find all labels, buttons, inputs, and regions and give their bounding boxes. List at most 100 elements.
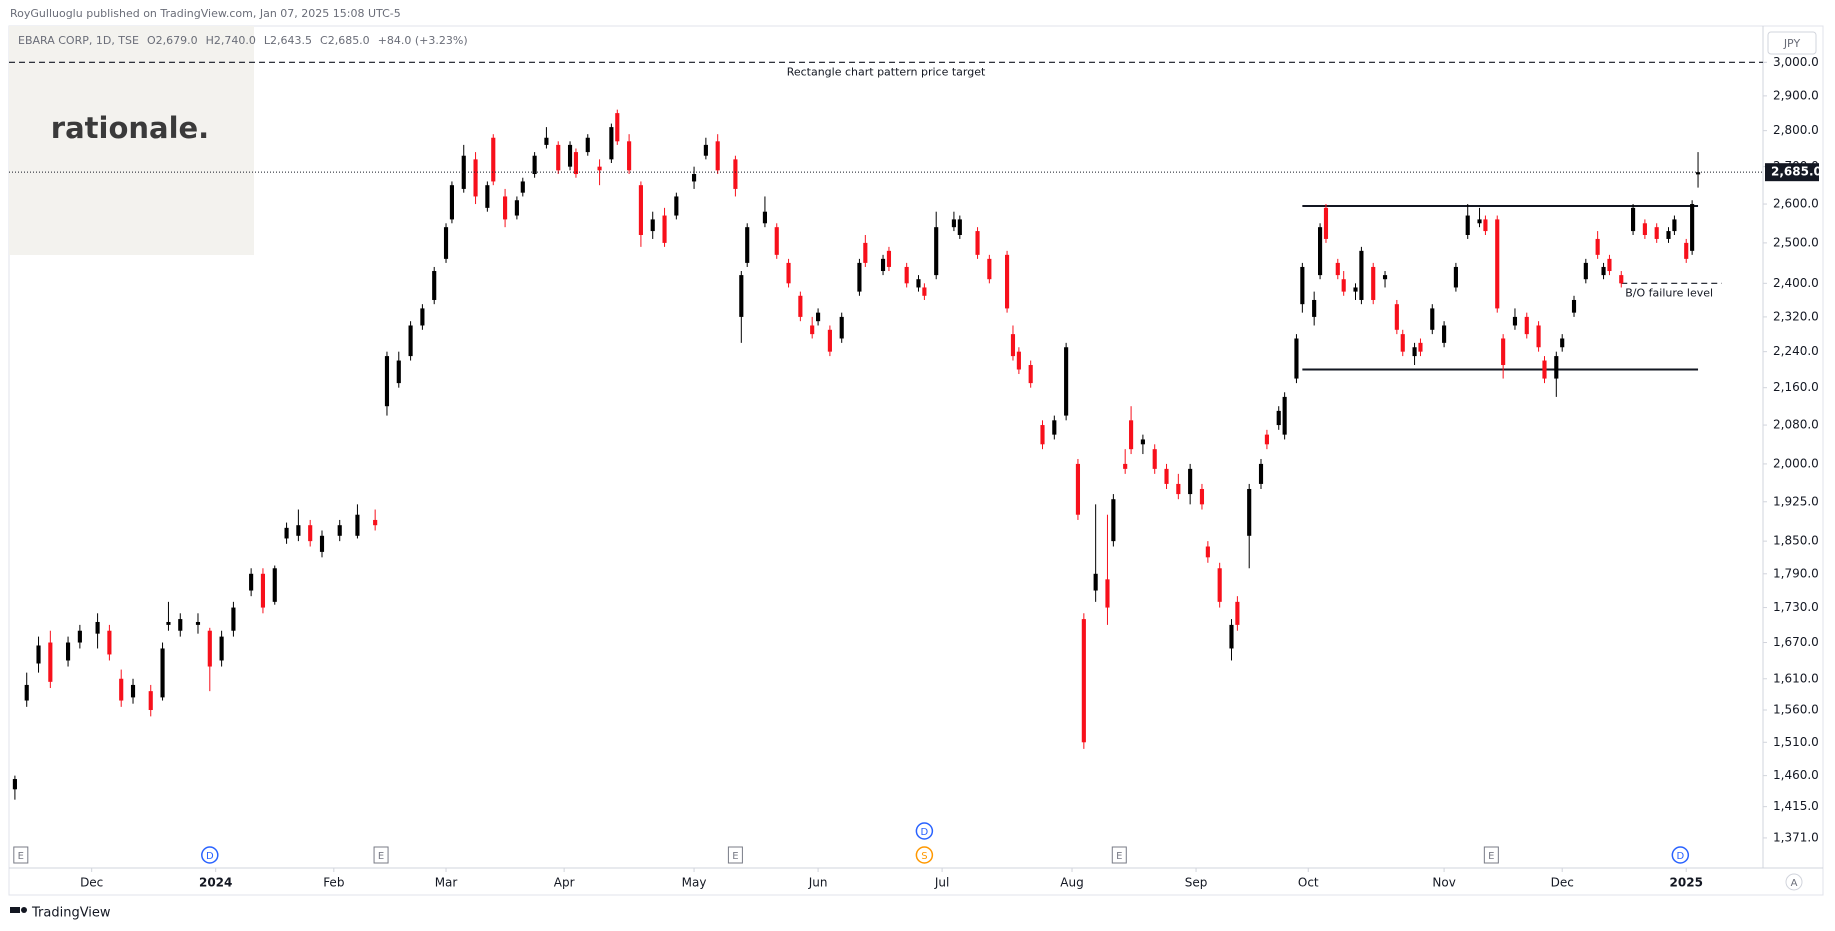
candle-body — [1129, 420, 1134, 450]
candle-body — [1176, 483, 1181, 495]
y-tick-label: 2,320.0 — [1773, 309, 1819, 323]
candle-body — [1064, 347, 1069, 416]
candle-body — [1040, 425, 1045, 445]
y-tick-label: 2,080.0 — [1773, 418, 1819, 432]
footer-logo — [10, 907, 27, 913]
candle-body — [567, 144, 573, 167]
y-tick-label: 2,900.0 — [1773, 88, 1819, 102]
candle-body — [485, 185, 490, 208]
candle-body — [922, 287, 927, 296]
candle-body — [1684, 242, 1689, 259]
candle-body — [65, 642, 71, 661]
event-label: E — [732, 851, 738, 862]
candle-body — [880, 258, 886, 272]
candle-body — [461, 155, 466, 189]
watermark: rationale. — [51, 111, 209, 145]
candle-body — [130, 684, 136, 698]
y-tick-label: 2,240.0 — [1773, 344, 1819, 358]
candle-body — [296, 525, 301, 536]
currency-box[interactable] — [1767, 31, 1817, 55]
candle-body — [951, 219, 956, 228]
y-tick-label: 1,850.0 — [1773, 534, 1819, 548]
candle-body — [48, 642, 53, 682]
candle-body — [1093, 573, 1098, 591]
publisher: RoyGulluoglu published on TradingView.co… — [10, 7, 401, 20]
candle-body — [337, 525, 342, 536]
candle-body — [160, 648, 165, 698]
candle-body — [491, 137, 496, 182]
event-marker — [727, 846, 743, 864]
x-tick-label: Feb — [323, 876, 344, 890]
candle-body — [615, 113, 620, 142]
candle-body — [916, 279, 921, 288]
y-tick-label: 2,160.0 — [1773, 380, 1819, 394]
event-label: D — [206, 851, 214, 862]
scale-mode-button[interactable] — [1785, 873, 1803, 891]
legend-low: L2,643.5 — [264, 34, 312, 47]
y-tick-label: 1,730.0 — [1773, 600, 1819, 614]
scale-mode[interactable]: A — [1791, 878, 1798, 889]
footer: TradingView — [31, 906, 111, 921]
candle-body — [739, 275, 744, 317]
candle-body — [957, 219, 962, 235]
candle-body — [904, 266, 909, 284]
candle-body — [473, 159, 478, 197]
candle-body — [408, 325, 413, 357]
candle-body — [284, 527, 289, 539]
candle-body — [597, 166, 602, 171]
event-marker — [201, 846, 219, 864]
candle-body — [1631, 207, 1636, 232]
candle-body — [1465, 215, 1470, 235]
candle-body — [1353, 287, 1358, 292]
x-tick-label: Sep — [1185, 876, 1208, 890]
candle-body — [1199, 488, 1205, 505]
currency[interactable]: JPY — [1783, 37, 1801, 50]
candle-body — [1477, 219, 1482, 224]
candle-body — [207, 630, 212, 667]
candle-body — [1335, 262, 1340, 276]
candle-body — [786, 262, 791, 284]
candle-body — [1312, 299, 1317, 317]
candle-body — [24, 684, 29, 701]
candle-body — [1235, 601, 1240, 625]
candle-body — [691, 174, 697, 182]
candle-body — [1294, 338, 1299, 379]
candle-body — [556, 144, 561, 171]
candle-body — [1247, 488, 1252, 536]
candle-body — [1323, 207, 1329, 239]
candle-body — [166, 621, 171, 625]
candle-body — [816, 312, 821, 322]
candle-body — [1105, 579, 1110, 608]
event-label: D — [921, 827, 929, 838]
legend-open: O2,679.0 — [147, 34, 198, 47]
candle-body — [148, 691, 153, 711]
event-label: D — [1676, 851, 1684, 862]
candle-body — [810, 325, 815, 335]
candle-body — [762, 211, 767, 224]
candle-body — [1217, 568, 1222, 602]
y-tick-label: 1,371.0 — [1773, 830, 1819, 844]
event-marker — [13, 846, 29, 864]
candle-body — [827, 329, 832, 352]
candle-body — [886, 250, 892, 267]
y-tick-label: 2,400.0 — [1773, 276, 1819, 290]
annotation-label: Rectangle chart pattern price target — [787, 65, 986, 78]
x-tick-label: Nov — [1432, 876, 1455, 890]
candle-body — [272, 568, 277, 602]
x-tick-label: Mar — [435, 876, 458, 890]
candle-body — [1341, 279, 1346, 292]
candle-body — [934, 227, 939, 276]
x-tick-label: Dec — [1551, 876, 1574, 890]
y-tick-label: 1,560.0 — [1773, 703, 1819, 717]
candle-body — [1371, 266, 1376, 300]
candle-body — [1501, 338, 1506, 366]
candle-body — [1442, 325, 1447, 343]
candle-body — [1016, 351, 1021, 370]
candle-body — [1140, 439, 1145, 445]
candle-body — [975, 231, 980, 255]
legend-symbol: EBARA CORP, 1D, TSE — [18, 34, 139, 47]
candle-body — [1164, 468, 1169, 484]
candle-body — [1430, 308, 1435, 330]
legend: EBARA CORP, 1D, TSE O2,679.0 H2,740.0 L2,64… — [18, 34, 468, 47]
candle-body — [1666, 231, 1671, 239]
